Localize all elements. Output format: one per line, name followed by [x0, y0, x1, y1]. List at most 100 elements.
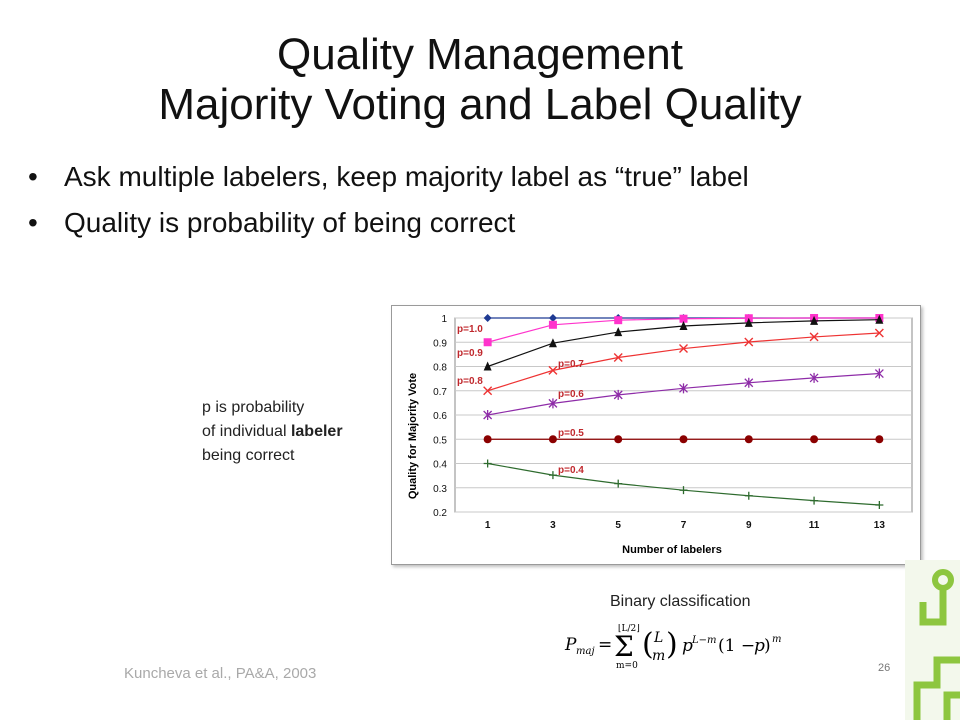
- svg-text:Σ: Σ: [614, 630, 634, 663]
- y-tick-label: 0.4: [433, 460, 447, 471]
- svg-text:): ): [666, 627, 678, 662]
- data-point: [875, 500, 884, 509]
- svg-text:m: m: [772, 634, 781, 645]
- series-label: p=0.6: [558, 389, 584, 400]
- data-point: [614, 479, 623, 488]
- data-point: [679, 321, 688, 331]
- data-point: [810, 496, 819, 505]
- data-point: [483, 361, 492, 371]
- data-point: [874, 368, 884, 379]
- data-point: [810, 435, 819, 444]
- bullet-dot-icon: •: [28, 207, 38, 238]
- bullet-text: Ask multiple labelers, keep majority lab…: [64, 161, 749, 192]
- data-point: [613, 389, 623, 400]
- svg-text:(: (: [642, 627, 654, 662]
- y-tick-label: 0.2: [433, 508, 447, 519]
- data-point: [614, 327, 623, 337]
- bullet-item: • Ask multiple labelers, keep majority la…: [28, 160, 928, 194]
- y-tick-label: 1: [441, 314, 447, 325]
- note-line-1: p is probability: [202, 399, 305, 416]
- y-tick-label: 0.3: [433, 484, 447, 495]
- x-tick-label: 11: [809, 520, 820, 531]
- x-tick-label: 1: [485, 520, 491, 531]
- x-tick-label: 9: [746, 520, 752, 531]
- data-point: [548, 314, 557, 322]
- series-label: p=0.4: [558, 465, 584, 476]
- data-point: [810, 315, 819, 325]
- svg-text:(1 −: (1 −: [718, 636, 755, 656]
- data-point: [548, 471, 557, 480]
- page-number: 26: [878, 662, 891, 674]
- data-point: [809, 372, 819, 383]
- chart-frame: 0.2 0.3 0.4 0.5 0.6 0.7 0.8 0.9 1 1 3 5 7 9 11 13 p=1.0 p…: [391, 305, 921, 565]
- x-tick-label: 3: [550, 520, 556, 531]
- x-tick-label: 5: [615, 520, 621, 531]
- svg-text:L: L: [653, 630, 663, 646]
- y-tick-label: 0.6: [433, 411, 447, 422]
- data-point: [744, 491, 753, 500]
- svg-text:p: p: [754, 636, 765, 656]
- svg-text:): ): [764, 636, 771, 656]
- formula-graphic: P maj = ⌊L/2⌋ Σ m=0 ( L m ) p L−m (1 − p…: [564, 623, 781, 671]
- note-line-3: being correct: [202, 447, 295, 464]
- citation: Kuncheva et al., PA&A, 2003: [124, 665, 317, 682]
- data-point: [483, 314, 492, 322]
- majority-formula: P maj = ⌊L/2⌋ Σ m=0 ( L m ) p L−m (1 − p…: [560, 620, 800, 674]
- svg-text:⌊L/2⌋: ⌊L/2⌋: [618, 623, 640, 634]
- data-point: [548, 338, 557, 348]
- data-point: [744, 377, 754, 388]
- y-tick-label: 0.9: [433, 338, 447, 349]
- data-point: [548, 320, 557, 329]
- data-point: [613, 353, 623, 363]
- data-point: [744, 435, 753, 444]
- data-point: [679, 314, 688, 323]
- y-tick-label: 0.7: [433, 387, 447, 398]
- data-point: [744, 317, 753, 327]
- data-point: [679, 383, 688, 394]
- y-axis-label: Quality for Majority Vote: [407, 373, 419, 499]
- slide-title: Quality Management Majority Voting and L…: [0, 30, 960, 130]
- y-tick-label: 0.5: [433, 435, 447, 446]
- bullet-list: • Ask multiple labelers, keep majority la…: [28, 160, 928, 252]
- quality-line-chart: 0.20.30.40.50.60.70.80.911 3 5 7 9 11 13p=1.0p…: [407, 314, 913, 556]
- data-point: [548, 435, 557, 444]
- bullet-dot-icon: •: [28, 161, 38, 192]
- svg-text:=: =: [598, 635, 612, 655]
- bullet-item: • Quality is probability of being correct: [28, 206, 928, 240]
- data-point: [483, 410, 493, 420]
- series-label: p=0.7: [558, 359, 584, 370]
- note-line-2: of individual labeler: [202, 420, 343, 444]
- data-point: [875, 314, 884, 324]
- data-point: [548, 398, 558, 409]
- title-line-2: Majority Voting and Label Quality: [158, 80, 802, 129]
- title-line-1: Quality Management: [277, 30, 683, 79]
- svg-text:m=0: m=0: [616, 661, 638, 670]
- data-point: [614, 435, 623, 444]
- y-tick-label: 0.8: [433, 363, 447, 374]
- data-point: [679, 344, 688, 354]
- x-axis-label: Number of labelers: [622, 544, 722, 556]
- data-point: [874, 328, 884, 338]
- svg-text:m: m: [652, 648, 665, 664]
- data-point: [679, 435, 688, 444]
- data-point: [483, 435, 492, 444]
- data-point: [614, 316, 623, 325]
- bullet-text: Quality is probability of being correct: [64, 207, 516, 238]
- series-label: p=0.9: [457, 348, 483, 359]
- data-point: [483, 386, 493, 396]
- data-point: [875, 435, 884, 444]
- series-label: p=0.8: [457, 376, 483, 387]
- svg-text:L−m: L−m: [691, 635, 717, 646]
- series-label: p=1.0: [457, 324, 483, 335]
- data-point: [483, 459, 492, 468]
- note-line-2-text: of individual: [202, 423, 291, 440]
- probability-note: p is probability of individual labeler b…: [202, 396, 343, 468]
- x-tick-label: 13: [874, 520, 886, 531]
- data-point: [548, 365, 558, 375]
- data-point: [744, 337, 754, 347]
- note-bold-word: labeler: [290, 423, 343, 440]
- series-label: p=0.5: [558, 428, 584, 439]
- x-tick-label: 7: [681, 520, 687, 531]
- formula-caption: Binary classification: [610, 593, 751, 610]
- svg-text:P: P: [564, 635, 577, 655]
